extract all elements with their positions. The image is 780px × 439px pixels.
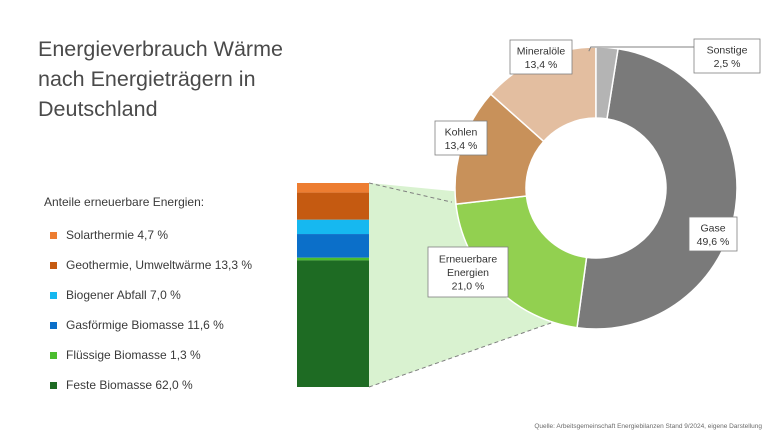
bar-segment-solarthermie [297, 183, 369, 193]
slice-gase [576, 47, 738, 330]
legend-item-feste-biomasse: Feste Biomasse 62,0 % [50, 373, 252, 397]
bar-segment-fluessige-biomasse [297, 257, 369, 261]
legend-swatch [50, 261, 57, 269]
bar-segment-feste-biomasse [297, 260, 369, 387]
legend-swatch [50, 291, 57, 299]
slice-name-label: Kohlen [445, 126, 478, 138]
connector-lines [368, 182, 554, 388]
legend-label: Flüssige Biomasse 1,3 % [66, 348, 201, 362]
callout-box [688, 216, 738, 252]
legend-item-biogener-abfall: Biogener Abfall 7,0 % [50, 283, 252, 307]
chart-title-line-1: Energieverbrauch Wärme [38, 37, 283, 61]
slice-value-label: 13,4 % [525, 59, 558, 71]
legend-swatch [50, 351, 57, 359]
legend-label: Biogener Abfall 7,0 % [66, 288, 181, 302]
legend-heading: Anteile erneuerbare Energien: [44, 195, 205, 209]
callout-box [427, 246, 509, 298]
chart-title-line-2: nach Energieträgern in [38, 67, 256, 91]
slice-value-label: 21,0 % [452, 281, 485, 293]
connector-line-bottom [368, 321, 554, 388]
legend-label: Feste Biomasse 62,0 % [66, 378, 193, 392]
callout-box [693, 38, 761, 74]
legend-swatch [50, 231, 57, 239]
callout-box [509, 39, 573, 75]
legend-item-solarthermie: Solarthermie 4,7 % [50, 223, 252, 247]
legend-item-gasfoermige-biomasse: Gasförmige Biomasse 11,6 % [50, 313, 252, 337]
legend-swatch [50, 321, 57, 329]
slice-name-label: Sonstige [707, 44, 748, 56]
callout-leader-line [588, 46, 694, 52]
bar-segment-geothermie-umweltwaerme [297, 192, 369, 220]
legend-label: Solarthermie 4,7 % [66, 228, 169, 242]
callout-box [434, 120, 488, 156]
source-note: Quelle: Arbeitsgemeinschaft Energiebilan… [534, 423, 762, 430]
slice-name-label: Energien [447, 267, 489, 279]
legend-label: Gasförmige Biomasse 11,6 % [66, 318, 224, 332]
slice-name-label: Gase [700, 222, 725, 234]
renewables-legend: Solarthermie 4,7 % Geothermie, Umweltwärm… [50, 223, 252, 403]
connector-line-top [368, 182, 453, 203]
callout-sonstige: Sonstige 2,5 % [588, 38, 761, 74]
legend-swatch [50, 381, 57, 389]
slice-name-label: Mineralöle [517, 45, 566, 57]
slice-value-label: 49,6 % [697, 236, 730, 248]
bar-segment-gasfoermige-biomasse [297, 234, 369, 258]
chart-title: Energieverbrauch Wärme nach Energieträge… [38, 34, 358, 124]
chart-title-line-3: Deutschland [38, 97, 158, 121]
legend-label: Geothermie, Umweltwärme 13,3 % [66, 258, 253, 272]
callout-mineraloele: Mineralöle 13,4 % [509, 39, 573, 75]
callout-kohlen: Kohlen 13,4 % [434, 120, 488, 156]
slice-value-label: 13,4 % [445, 140, 478, 152]
slice-erneuerbare-energien [455, 195, 588, 329]
slice-name-label: Erneuerbare [439, 254, 498, 266]
renewables-stacked-bar [297, 183, 369, 387]
callout-gase: Gase 49,6 % [688, 216, 738, 252]
slice-value-label: 2,5 % [714, 58, 741, 70]
legend-item-fluessige-biomasse: Flüssige Biomasse 1,3 % [50, 343, 252, 367]
bar-segment-biogener-abfall [297, 219, 369, 235]
legend-item-geothermie-umweltwaerme: Geothermie, Umweltwärme 13,3 % [50, 253, 252, 277]
